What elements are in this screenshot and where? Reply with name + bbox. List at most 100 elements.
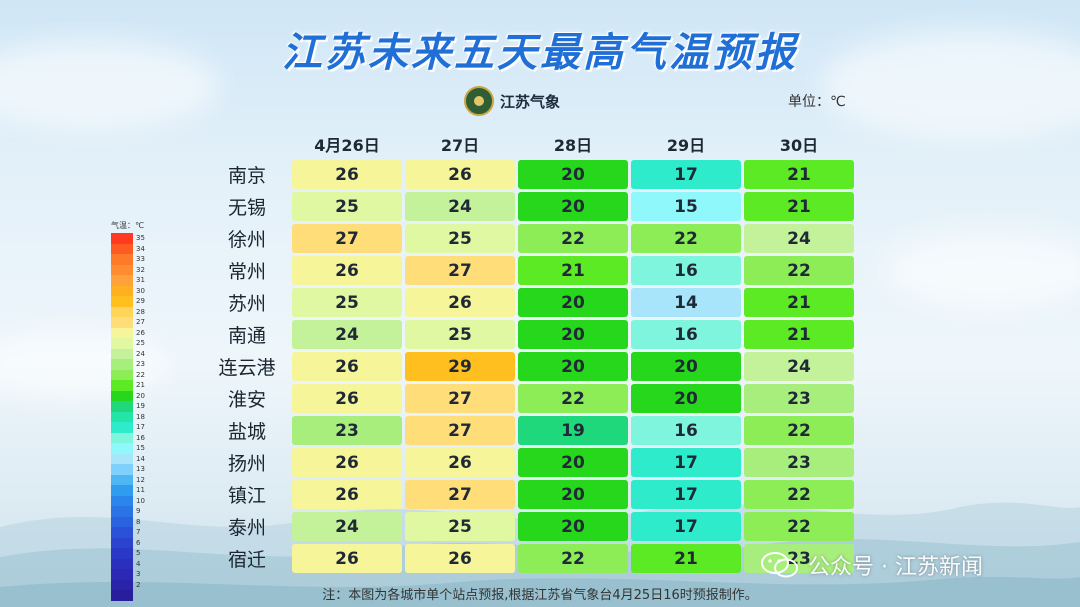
legend-swatch (111, 432, 133, 443)
color-legend: 气温：℃ 35 34 33 32 31 30 29 28 27 26 25 24 23 22 21 20 19 1… (111, 220, 145, 601)
legend-swatch (111, 422, 133, 433)
city-label: 连云港 (218, 357, 276, 379)
temperature-cell: 16 (631, 256, 741, 285)
legend-swatch (111, 548, 133, 559)
city-label: 常州 (227, 261, 266, 283)
temperature-cell: 26 (405, 448, 515, 477)
date-header: 4月26日 (314, 136, 380, 155)
legend-value: 4 (136, 559, 141, 568)
page-title: 江苏未来五天最高气温预报 (282, 30, 798, 76)
legend-swatch (111, 411, 133, 422)
legend-value: 7 (136, 528, 141, 537)
legend-swatch (111, 243, 133, 254)
unit-label: 单位：℃ (788, 94, 846, 110)
temperature-cell: 27 (292, 224, 402, 253)
legend-swatch (111, 233, 133, 244)
legend-value: 24 (136, 349, 145, 358)
table-row: 镇江 26 27 20 17 22 (205, 480, 854, 509)
temperature-cell: 20 (518, 320, 628, 349)
table-row: 连云港 26 29 20 20 24 (205, 352, 854, 381)
temperature-cell: 16 (631, 416, 741, 445)
date-header: 30日 (779, 136, 819, 155)
footnote: 注：本图为各城市单个站点预报,根据江苏省气象台4月25日16时预报制作。 (322, 588, 758, 603)
temperature-cell: 25 (405, 512, 515, 541)
legend-swatch (111, 495, 133, 506)
city-label: 南京 (227, 165, 266, 187)
legend-swatch (111, 348, 133, 359)
legend-swatch (111, 527, 133, 538)
temperature-cell: 21 (744, 192, 854, 221)
temperature-cell: 25 (405, 224, 515, 253)
legend-level: 28 (111, 306, 145, 317)
legend-level: 8 (111, 516, 145, 527)
legend-value: 26 (136, 328, 145, 337)
temperature-cell: 20 (518, 352, 628, 381)
legend-level: 6 (111, 537, 145, 548)
temperature-cell: 26 (292, 544, 402, 573)
legend-value: 31 (136, 276, 145, 285)
temperature-cell: 22 (744, 480, 854, 509)
legend-swatch (111, 579, 133, 590)
temperature-cell: 27 (405, 416, 515, 445)
temperature-cell: 16 (631, 320, 741, 349)
legend-swatch (111, 317, 133, 328)
temperature-cell: 26 (405, 160, 515, 189)
city-label: 扬州 (227, 453, 266, 475)
temperature-cell: 14 (631, 288, 741, 317)
temperature-cell: 17 (631, 448, 741, 477)
legend-value: 33 (136, 255, 145, 264)
temperature-cell: 22 (631, 224, 741, 253)
table-row: 南通 24 25 20 16 21 (205, 320, 854, 349)
legend-level: 12 (111, 474, 145, 485)
legend-swatch (111, 590, 133, 601)
legend-swatch (111, 264, 133, 275)
legend-level: 10 (111, 495, 145, 506)
city-label: 苏州 (227, 293, 266, 315)
temperature-cell: 22 (518, 544, 628, 573)
legend-value: 34 (136, 244, 145, 253)
legend-level: 20 (111, 390, 145, 401)
temperature-cell: 22 (744, 256, 854, 285)
legend-level: 30 (111, 285, 145, 296)
legend-level: 19 (111, 401, 145, 412)
legend-level: 27 (111, 317, 145, 328)
legend-level: 24 (111, 348, 145, 359)
legend-value: 17 (136, 423, 145, 432)
date-header: 28日 (553, 136, 593, 155)
temperature-cell: 26 (292, 160, 402, 189)
legend-value: 28 (136, 307, 145, 316)
city-label: 宿迁 (227, 549, 266, 571)
legend-level: 31 (111, 275, 145, 286)
temperature-cell: 24 (292, 512, 402, 541)
legend-level: 13 (111, 464, 145, 475)
temperature-cell: 22 (744, 416, 854, 445)
legend-value: 8 (136, 517, 141, 526)
legend-value: 18 (136, 412, 145, 421)
city-label: 无锡 (227, 197, 266, 219)
legend-scale: 35 34 33 32 31 30 29 28 27 26 25 24 23 22 21 20 19 18 17 16… (111, 233, 145, 601)
temperature-cell: 24 (405, 192, 515, 221)
temperature-cell: 27 (405, 480, 515, 509)
legend-level: 7 (111, 527, 145, 538)
legend-value: 14 (136, 454, 145, 463)
temperature-cell: 26 (292, 256, 402, 285)
temperature-cell: 22 (744, 512, 854, 541)
legend-value: 2 (136, 580, 141, 589)
legend-level: 34 (111, 243, 145, 254)
city-label: 徐州 (227, 229, 266, 251)
legend-swatch (111, 453, 133, 464)
legend-value: 22 (136, 370, 145, 379)
legend-swatch (111, 569, 133, 580)
temperature-cell: 20 (631, 352, 741, 381)
forecast-table: 4月26日 27日 28日 29日 30日 南京 26 26 20 17 21 无锡 25 24 20 15… (202, 128, 857, 576)
temperature-cell: 21 (744, 320, 854, 349)
legend-level: 18 (111, 411, 145, 422)
legend-value: 15 (136, 444, 145, 453)
date-header: 27日 (440, 136, 480, 155)
temperature-cell: 20 (518, 160, 628, 189)
legend-swatch (111, 254, 133, 265)
legend-value: 12 (136, 475, 145, 484)
temperature-cell: 23 (744, 384, 854, 413)
legend-value: 30 (136, 286, 145, 295)
legend-swatch (111, 443, 133, 454)
